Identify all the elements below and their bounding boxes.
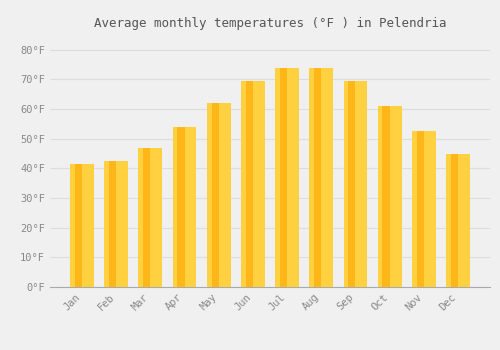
Bar	[310, 68, 333, 287]
Bar	[382, 106, 390, 287]
Bar	[104, 161, 128, 287]
Bar	[348, 81, 356, 287]
Bar	[246, 81, 253, 287]
Bar	[412, 131, 436, 287]
Title: Average monthly temperatures (°F ) in Pelendria: Average monthly temperatures (°F ) in Pe…	[94, 17, 447, 30]
Bar	[275, 68, 299, 287]
Bar	[109, 161, 116, 287]
Bar	[314, 68, 322, 287]
Bar	[212, 103, 218, 287]
Bar	[451, 154, 458, 287]
Bar	[172, 127, 197, 287]
Bar	[70, 164, 94, 287]
Bar	[344, 81, 367, 287]
Bar	[138, 148, 162, 287]
Bar	[207, 103, 231, 287]
Bar	[143, 148, 150, 287]
Bar	[416, 131, 424, 287]
Bar	[446, 154, 470, 287]
Bar	[178, 127, 184, 287]
Bar	[378, 106, 402, 287]
Bar	[280, 68, 287, 287]
Bar	[75, 164, 82, 287]
Bar	[241, 81, 265, 287]
